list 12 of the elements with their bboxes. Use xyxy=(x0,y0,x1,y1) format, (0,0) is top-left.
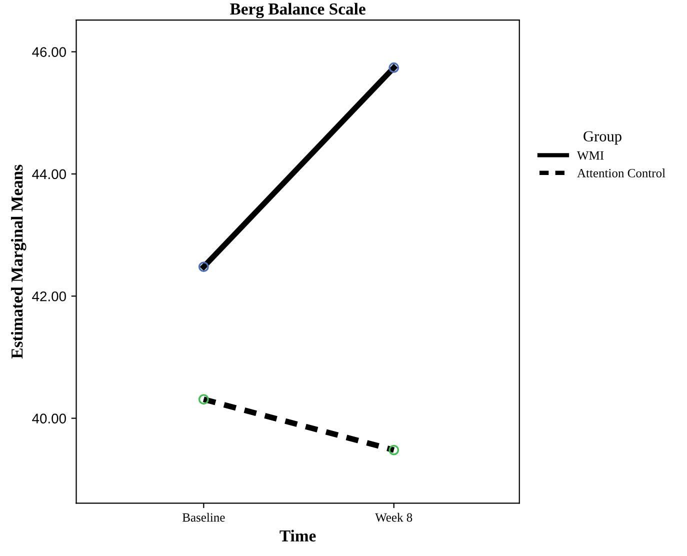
chart-title: Berg Balance Scale xyxy=(230,2,366,18)
y-tick-label: 42.00 xyxy=(32,291,66,302)
y-tick-label: 44.00 xyxy=(32,169,66,180)
x-tick-label: Baseline xyxy=(182,512,225,522)
legend-title: Group xyxy=(584,131,622,145)
x-axis-title: Time xyxy=(280,530,316,542)
y-tick-label: 46.00 xyxy=(32,47,66,57)
y-axis-title: Estimated Marginal Means xyxy=(10,164,26,359)
legend-label: WMI xyxy=(576,151,604,160)
y-tick-label: 40.00 xyxy=(32,414,66,424)
x-tick-label: Week 8 xyxy=(375,512,412,522)
legend-label: Attention Control xyxy=(577,168,666,178)
